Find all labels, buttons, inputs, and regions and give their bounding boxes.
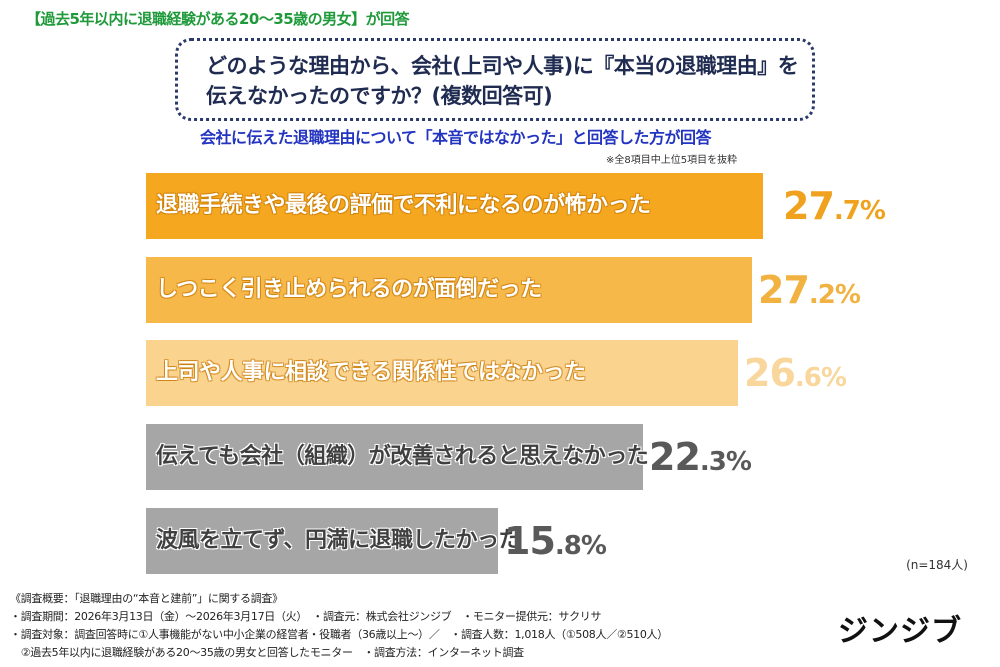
survey-title: 《調査概要：「退職理由の“本音と建前”」に関する調査》 xyxy=(10,592,283,605)
respondent-note: 【過去5年以内に退職経験がある20〜35歳の男女】が回答 xyxy=(26,10,410,28)
question-text: どのような理由から、会社(上司や人事)に『本当の退職理由』を 伝えなかったのです… xyxy=(206,51,799,111)
survey-overview: 《調査概要：「退職理由の“本音と建前”」に関する調査》 ・調査期間：2026年3… xyxy=(10,590,668,662)
value-decimal: .6% xyxy=(794,363,847,393)
sample-size: (n=184人) xyxy=(906,558,968,572)
value-label: 15.8% xyxy=(504,508,607,574)
value-integer: 27 xyxy=(758,268,810,312)
value-integer: 22 xyxy=(649,435,701,479)
bar-label: 上司や人事に相談できる関係性ではなかった xyxy=(156,360,586,385)
bar: 上司や人事に相談できる関係性ではなかった xyxy=(146,340,738,406)
value-decimal: .3% xyxy=(699,447,752,477)
bar-label: 波風を立てず、円満に退職したかった xyxy=(156,528,520,553)
bar: しつこく引き止められるのが面倒だった xyxy=(146,257,752,323)
value-decimal: .8% xyxy=(554,531,607,561)
value-integer: 27 xyxy=(783,184,835,228)
survey-line-1: ・調査期間：2026年3月13日（金）〜2026年3月17日（火） ・調査元：株… xyxy=(10,610,602,623)
value-integer: 15 xyxy=(504,519,556,563)
bar: 退職手続きや最後の評価で不利になるのが怖かった xyxy=(146,173,763,239)
question-box: どのような理由から、会社(上司や人事)に『本当の退職理由』を 伝えなかったのです… xyxy=(175,38,815,121)
survey-line-3: ②過去5年以内に退職経験がある20〜35歳の男女と回答したモニター ・調査方法：… xyxy=(10,646,524,659)
bar: 伝えても会社（組織）が改善されると思えなかった xyxy=(146,424,649,490)
brand-logo: ジンジブ xyxy=(838,614,962,649)
survey-line-2: ・調査対象：調査回答時に①人事機能がない中小企業の経営者・役職者（36歳以上〜）… xyxy=(10,628,668,641)
chart-subtitle: 会社に伝えた退職理由について「本音ではなかった」と回答した方が回答 xyxy=(200,128,712,147)
question-line-2: 伝えなかったのですか？(複数回答可) xyxy=(206,84,553,108)
top5-footnote: ※全8項目中上位5項目を抜粋 xyxy=(606,155,738,166)
value-label: 27.7% xyxy=(783,173,886,239)
bar-label: 伝えても会社（組織）が改善されると思えなかった xyxy=(156,444,649,469)
bar-label: しつこく引き止められるのが面倒だった xyxy=(156,277,542,302)
value-label: 22.3% xyxy=(649,424,752,490)
value-decimal: .7% xyxy=(833,196,886,226)
value-label: 27.2% xyxy=(758,257,861,323)
bar-label: 退職手続きや最後の評価で不利になるのが怖かった xyxy=(156,193,651,218)
bar: 波風を立てず、円満に退職したかった xyxy=(146,508,520,574)
question-line-1: どのような理由から、会社(上司や人事)に『本当の退職理由』を xyxy=(206,54,799,78)
value-integer: 26 xyxy=(744,351,796,395)
value-decimal: .2% xyxy=(808,280,861,310)
value-label: 26.6% xyxy=(744,340,847,406)
